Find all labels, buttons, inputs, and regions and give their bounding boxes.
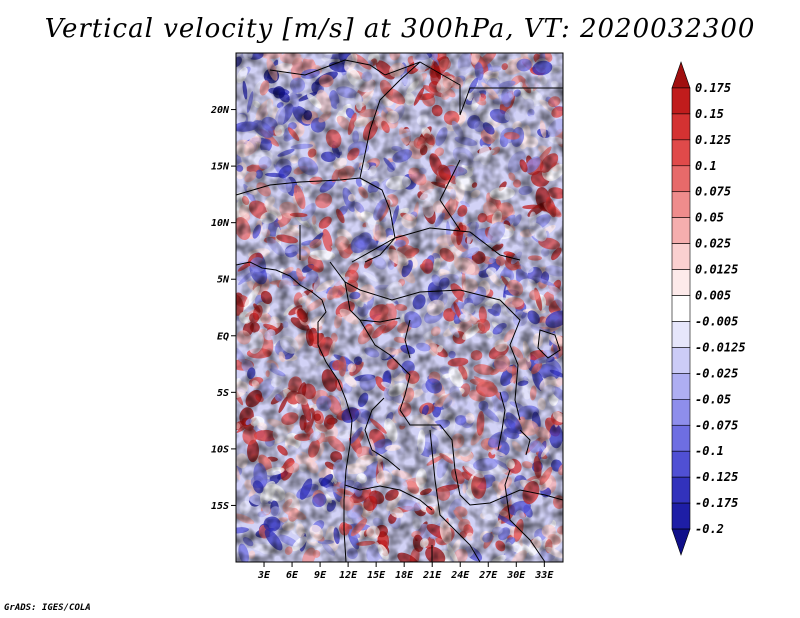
colorbar-bin (671, 217, 691, 244)
colorbar-level-label: -0.0125 (695, 340, 746, 354)
colorbar-level-label: 0.15 (695, 107, 724, 121)
lon-tick-label: 12E (339, 570, 358, 581)
colorbar-level-label: 0.125 (695, 133, 731, 147)
lon-tick-label: 21E (422, 570, 442, 581)
colorbar-bin (671, 476, 691, 504)
map-frame (235, 52, 564, 563)
country-borders (236, 59, 563, 562)
colorbar-labels: 0.175 0.15 0.125 0.1 0.075 0.05 0.025 0.0125 0.0… (695, 81, 746, 536)
colorbar-bin (671, 399, 691, 426)
colorbar-level-label: 0.175 (695, 81, 731, 95)
lon-tick-label: 33E (534, 570, 554, 581)
lon-tick-label: 9E (314, 570, 327, 581)
colorbar-level-label: -0.125 (695, 470, 738, 484)
lon-tick-label: 3E (257, 570, 271, 581)
colorbar-bin (671, 424, 691, 452)
lake-outlines (404, 319, 561, 456)
lat-tick-label: 5N (217, 275, 230, 286)
colorbar-level-label: -0.05 (695, 392, 731, 406)
grads-credit: GrADS: IGES/COLA (4, 603, 91, 613)
colorbar-level-label: 0.005 (695, 289, 731, 303)
colorbar-level-label: -0.175 (695, 496, 738, 510)
colorbar-level-label: 0.0125 (695, 263, 738, 277)
border-lines (236, 59, 563, 562)
colorbar-bin (671, 243, 691, 270)
colorbar-bin (671, 165, 691, 193)
colorbar-level-label: -0.025 (695, 366, 738, 380)
lat-axis: 20N 15N 10N 5N EQ 5S 10S 15S (210, 105, 236, 512)
colorbar-bin (671, 528, 691, 556)
lat-tick-label: 10N (211, 218, 230, 229)
colorbar-bin (671, 269, 691, 296)
velocity-field (236, 53, 563, 562)
colorbar-bin (671, 61, 691, 89)
lat-tick-label: 15N (211, 162, 230, 173)
colorbar-bin (671, 87, 691, 115)
lon-tick-label: 18E (395, 570, 414, 581)
lon-tick-label: 15E (367, 570, 386, 581)
lon-tick-label: 27E (478, 570, 498, 581)
lon-tick-label: 30E (506, 570, 526, 581)
colorbar-bin (671, 373, 691, 400)
lon-tick-label: 6E (286, 570, 299, 581)
colorbar-level-label: -0.005 (695, 314, 738, 328)
lat-tick-label: 20N (210, 105, 230, 116)
colorbar-level-label: -0.1 (695, 444, 724, 458)
colorbar-bin (671, 139, 691, 167)
colorbar-level-label: 0.075 (695, 185, 731, 199)
colorbar-level-label: 0.1 (695, 159, 717, 173)
colorbar-bin (671, 113, 691, 141)
colorbar-level-label: 0.025 (695, 237, 731, 251)
lat-tick-label: 10S (211, 444, 229, 455)
lat-tick-label: 15S (211, 501, 229, 512)
colorbar-bin (671, 321, 691, 348)
colorbar (671, 61, 691, 556)
colorbar-bin (671, 450, 691, 478)
colorbar-level-label: -0.075 (695, 418, 738, 432)
colorbar-level-label: -0.2 (695, 522, 724, 536)
colorbar-bin (671, 347, 691, 374)
lon-tick-label: 24E (450, 570, 470, 581)
coastline-west (236, 261, 353, 562)
colorbar-bin (671, 191, 691, 218)
lat-tick-label: EQ (217, 331, 229, 342)
colorbar-bin (671, 502, 691, 530)
lon-axis: 3E 6E 9E 12E 15E 18E 21E 24E 27E 30E 33E (257, 562, 554, 581)
lat-tick-label: 5S (217, 388, 229, 399)
map-title: Vertical velocity [m/s] at 300hPa, VT: 2… (44, 14, 756, 44)
colorbar-bin (671, 295, 691, 322)
colorbar-level-label: 0.05 (695, 211, 724, 225)
